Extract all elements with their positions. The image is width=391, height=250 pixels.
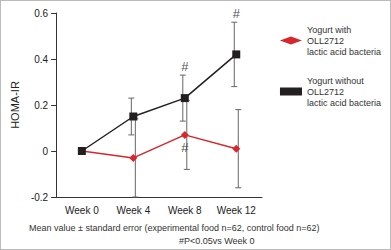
svg-text:Yogurt without: Yogurt without — [307, 76, 364, 86]
svg-text:OLL2712: OLL2712 — [307, 36, 344, 46]
svg-text:0.4: 0.4 — [34, 54, 48, 65]
svg-text:Mean value ± standard error (e: Mean value ± standard error (experimenta… — [29, 223, 320, 233]
svg-text:Yogurt with: Yogurt with — [307, 25, 351, 35]
svg-text:HOMA-IR: HOMA-IR — [9, 81, 21, 129]
svg-text:0.2: 0.2 — [34, 100, 48, 111]
svg-text:Week 4: Week 4 — [116, 205, 150, 216]
svg-text:Week 0: Week 0 — [65, 205, 99, 216]
svg-text:lactic acid bacteria: lactic acid bacteria — [307, 47, 381, 57]
svg-text:#: # — [181, 59, 189, 74]
svg-text:OLL2712: OLL2712 — [307, 87, 344, 97]
svg-text:Week 12: Week 12 — [217, 205, 257, 216]
svg-text:Week 8: Week 8 — [168, 205, 202, 216]
svg-text:lactic acid bacteria: lactic acid bacteria — [307, 98, 381, 108]
svg-text:#P<0.05vs Week 0: #P<0.05vs Week 0 — [179, 236, 255, 246]
svg-text:0.6: 0.6 — [34, 8, 48, 19]
svg-text:0: 0 — [43, 146, 49, 157]
svg-text:#: # — [233, 6, 241, 21]
svg-text:#: # — [181, 140, 189, 155]
svg-text:-0.2: -0.2 — [31, 192, 49, 203]
